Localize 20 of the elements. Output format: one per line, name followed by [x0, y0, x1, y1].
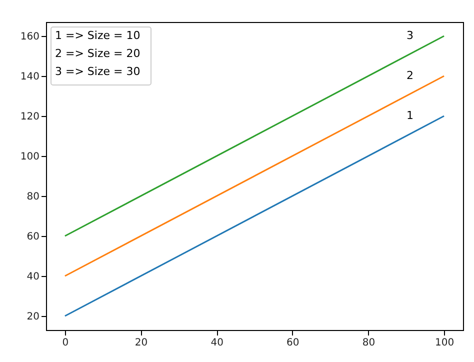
x-tick-label: 40 [210, 338, 224, 348]
annotation: 3 => Size = 30 [55, 65, 140, 78]
x-tick-label: 80 [362, 338, 376, 348]
y-tick-label: 40 [26, 272, 40, 282]
y-tick-label: 140 [20, 72, 40, 82]
annotation: 1 => Size = 10 [55, 29, 140, 42]
series-label: 1 [406, 109, 414, 122]
series-label: 2 [406, 69, 414, 82]
x-tick-label: 0 [62, 338, 69, 348]
annotation: 2 => Size = 20 [55, 47, 140, 60]
series-label: 3 [406, 29, 414, 42]
y-tick-label: 60 [26, 232, 40, 242]
x-tick-label: 60 [286, 338, 300, 348]
y-tick-label: 160 [20, 32, 40, 42]
y-tick-label: 120 [20, 112, 40, 122]
y-tick-label: 100 [20, 152, 40, 162]
x-tick-label: 100 [435, 338, 454, 348]
y-tick-label: 20 [26, 312, 40, 322]
y-tick-label: 80 [26, 192, 40, 202]
x-tick-label: 20 [134, 338, 148, 348]
